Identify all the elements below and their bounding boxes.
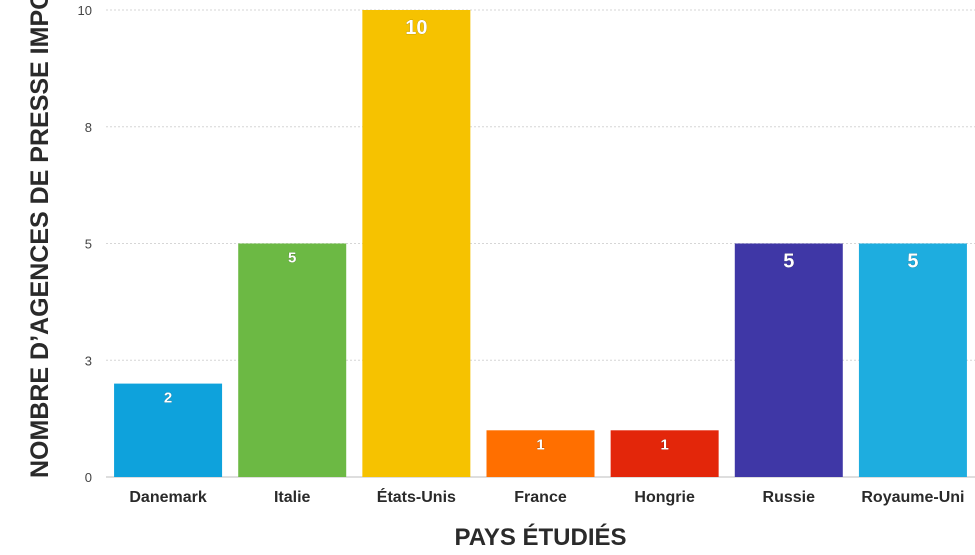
- y-tick-label: 5: [85, 237, 92, 252]
- y-tick-label: 0: [85, 470, 92, 485]
- bars: 2 5 10 1 1 5 5: [114, 10, 967, 477]
- bar: [238, 243, 347, 477]
- bar: [362, 10, 471, 477]
- bar: [858, 243, 967, 477]
- y-axis-title-container: NOMBRE D’AGENCES DE PRESSE IMPORTANTES: [0, 0, 80, 555]
- data-label: 5: [907, 251, 918, 273]
- x-tick-labels: Danemark Italie États-Unis France Hongrie Rus…: [129, 487, 964, 506]
- y-axis-title: NOMBRE D’AGENCES DE PRESSE IMPORTANTES: [26, 0, 54, 478]
- data-label: 2: [164, 390, 172, 407]
- x-tick-label: Russie: [763, 489, 816, 506]
- data-label: 5: [288, 250, 296, 267]
- x-tick-label: Hongrie: [634, 489, 695, 506]
- x-tick-label: États-Unis: [377, 487, 456, 506]
- bar: [114, 383, 223, 477]
- y-tick-labels: 0 3 5 8 10: [78, 3, 92, 485]
- x-axis-title: PAYS ÉTUDIÉS: [454, 524, 627, 551]
- x-tick-label: France: [514, 489, 567, 506]
- bar: [734, 243, 843, 477]
- data-label: 1: [536, 436, 544, 453]
- x-tick-label: Royaume-Uni: [861, 489, 964, 506]
- y-tick-label: 3: [85, 353, 92, 368]
- x-tick-label: Danemark: [129, 489, 206, 506]
- data-label: 5: [783, 251, 794, 273]
- data-label: 1: [660, 436, 668, 453]
- data-label: 10: [405, 17, 427, 39]
- x-tick-label: Italie: [274, 489, 311, 506]
- grid-lines: [106, 9, 975, 478]
- y-tick-label: 8: [85, 120, 92, 135]
- y-tick-label: 10: [78, 3, 92, 18]
- bar: [610, 430, 719, 477]
- bar: [486, 430, 595, 477]
